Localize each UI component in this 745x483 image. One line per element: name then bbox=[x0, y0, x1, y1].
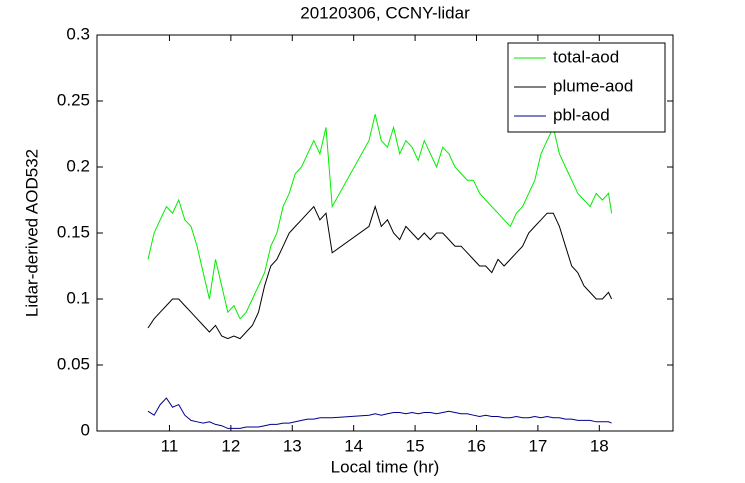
y-tick-label: 0.1 bbox=[66, 288, 90, 307]
y-tick-label: 0.2 bbox=[66, 156, 90, 175]
y-tick-label: 0.15 bbox=[57, 222, 90, 241]
x-tick-label: 16 bbox=[467, 436, 486, 455]
x-tick-label: 12 bbox=[221, 436, 240, 455]
series-line bbox=[147, 204, 613, 340]
y-tick-label: 0.05 bbox=[57, 354, 90, 373]
x-tick-label: 11 bbox=[161, 436, 179, 455]
y-axis-label: Lidar-derived AOD532 bbox=[22, 149, 41, 317]
x-tick-label: 15 bbox=[406, 436, 425, 455]
series-line bbox=[147, 397, 612, 429]
legend: total-aod plume-aod pbl-aod bbox=[507, 42, 666, 133]
legend-label: total-aod bbox=[553, 47, 619, 66]
legend-label: plume-aod bbox=[553, 76, 633, 95]
chart-title: 20120306, CCNY-lidar bbox=[300, 3, 470, 22]
plot-frame bbox=[96, 34, 674, 432]
x-tick-label: 13 bbox=[283, 436, 302, 455]
x-tick-label: 17 bbox=[528, 436, 547, 455]
y-tick-label: 0.25 bbox=[57, 90, 90, 109]
y-tick-label: 0 bbox=[81, 420, 90, 439]
legend-label: pbl-aod bbox=[553, 105, 610, 124]
series-line bbox=[147, 114, 613, 320]
y-tick-label: 0.3 bbox=[66, 24, 90, 43]
x-axis-label: Local time (hr) bbox=[331, 457, 440, 476]
x-tick-label: 14 bbox=[344, 436, 363, 455]
x-tick-label: 18 bbox=[590, 436, 609, 455]
